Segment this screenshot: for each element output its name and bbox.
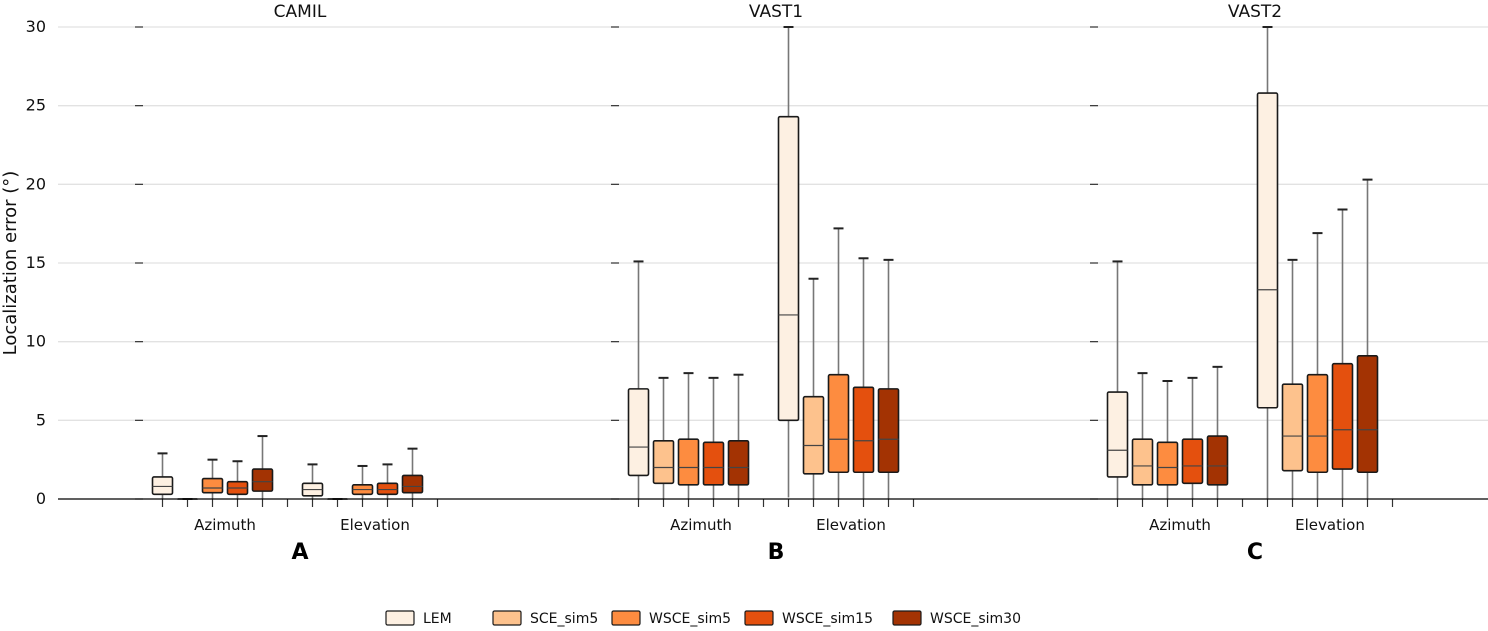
legend-swatch: [892, 610, 922, 626]
y-axis-label: Localization error (°): [0, 171, 21, 356]
box-iqr: [151, 476, 174, 496]
box-lem: [1106, 260, 1129, 499]
box-iqr: [1131, 438, 1154, 486]
box-wsce-sim30: [251, 435, 274, 499]
box-sce-sim5: [1131, 372, 1154, 499]
y-tick-label: 10: [26, 332, 46, 351]
box-iqr: [727, 439, 750, 486]
y-tick-label: 25: [26, 96, 46, 115]
panel-title: CAMIL: [274, 2, 327, 22]
legend-label: WSCE_sim30: [930, 611, 1021, 627]
panel-letter: C: [1247, 540, 1263, 565]
box-wsce-sim30: [401, 447, 424, 499]
box-iqr: [1256, 92, 1279, 409]
panel-camil: CAMIL A Azimuth Elevation: [135, 2, 439, 565]
panel-vast1: VAST1 B Azimuth Elevation: [611, 2, 915, 565]
box-iqr: [1281, 383, 1304, 472]
legend-item-lem: LEM: [385, 610, 452, 627]
panel-title: VAST2: [1228, 2, 1282, 22]
panels: CAMIL A Azimuth Elevation VAST1 B Azimuth Eleva…: [135, 2, 1394, 565]
box-iqr: [1156, 441, 1179, 486]
box-iqr: [702, 441, 725, 486]
legend-item-wsce-sim15: WSCE_sim15: [744, 610, 873, 627]
y-tick-label: 0: [36, 489, 46, 508]
y-tick-label: 5: [36, 410, 46, 429]
box-iqr: [1356, 355, 1379, 474]
box-wsce-sim30: [727, 373, 750, 499]
box-wsce-sim5: [201, 458, 224, 499]
box-iqr: [827, 373, 850, 474]
box-sce-sim5: [1281, 258, 1304, 499]
box-iqr: [1306, 373, 1329, 474]
box-sce-sim5: [802, 277, 825, 499]
x-category-label: Azimuth: [194, 516, 256, 534]
box-iqr: [652, 439, 675, 485]
legend-item-sce-sim5: SCE_sim5: [492, 610, 598, 627]
box-iqr: [852, 386, 875, 474]
box-iqr: [877, 388, 900, 474]
box-iqr: [1106, 391, 1129, 478]
box-iqr: [376, 482, 399, 496]
box-wsce-sim5: [1156, 380, 1179, 499]
box-iqr: [1331, 362, 1354, 470]
panel-letter: B: [768, 540, 785, 565]
box-iqr: [401, 474, 424, 494]
x-category-label: Azimuth: [670, 516, 732, 534]
legend-item-wsce-sim5: WSCE_sim5: [611, 610, 731, 627]
box-iqr: [627, 388, 650, 477]
box-lem: [151, 452, 174, 499]
legend-label: WSCE_sim15: [782, 611, 873, 627]
y-axis-ticks: 0 5 10 15 20 25 30: [26, 17, 46, 508]
legend-swatch: [744, 610, 774, 626]
box-wsce-sim15: [852, 257, 875, 499]
box-wsce-sim30: [877, 258, 900, 499]
box-wsce-sim30: [1206, 365, 1229, 499]
legend: LEM SCE_sim5 WSCE_sim5 WSCE_sim15 WSCE_sim30: [385, 610, 1021, 627]
box-iqr: [1181, 438, 1204, 485]
box-wsce-sim5: [827, 227, 850, 499]
box-iqr: [251, 468, 274, 492]
box-wsce-sim15: [226, 460, 249, 499]
y-tick-label: 20: [26, 174, 46, 193]
box-iqr: [1206, 435, 1229, 486]
y-tick-label: 15: [26, 253, 46, 272]
box-wsce-sim30: [1356, 178, 1379, 499]
x-category-label: Elevation: [816, 516, 886, 534]
box-wsce-sim15: [702, 376, 725, 499]
legend-swatch: [385, 610, 415, 626]
legend-label: LEM: [423, 611, 452, 627]
legend-item-wsce-sim30: WSCE_sim30: [892, 610, 1021, 627]
box-wsce-sim15: [1331, 208, 1354, 499]
panel-letter: A: [291, 540, 308, 565]
x-category-label: Azimuth: [1149, 516, 1211, 534]
legend-label: SCE_sim5: [530, 611, 598, 627]
panel-title: VAST1: [749, 2, 803, 22]
box-wsce-sim5: [1306, 232, 1329, 499]
legend-label: WSCE_sim5: [649, 611, 731, 627]
box-sce-sim5: [652, 376, 675, 499]
box-lem: [1256, 26, 1279, 499]
x-category-label: Elevation: [1295, 516, 1365, 534]
box-iqr: [777, 115, 800, 422]
box-lem: [777, 26, 800, 498]
box-wsce-sim15: [1181, 376, 1204, 499]
gridlines: [58, 26, 1488, 421]
box-wsce-sim5: [351, 464, 374, 499]
legend-swatch: [611, 610, 641, 626]
box-iqr: [201, 477, 224, 494]
box-wsce-sim5: [677, 372, 700, 499]
box-lem: [301, 463, 324, 499]
panel-vast2: VAST2 C Azimuth Elevation: [1090, 2, 1394, 565]
box-wsce-sim15: [376, 463, 399, 499]
box-lem: [627, 260, 650, 499]
box-iqr: [802, 395, 825, 475]
legend-swatch: [492, 610, 522, 626]
y-tick-label: 30: [26, 17, 46, 36]
x-category-label: Elevation: [340, 516, 410, 534]
box-iqr: [677, 438, 700, 486]
